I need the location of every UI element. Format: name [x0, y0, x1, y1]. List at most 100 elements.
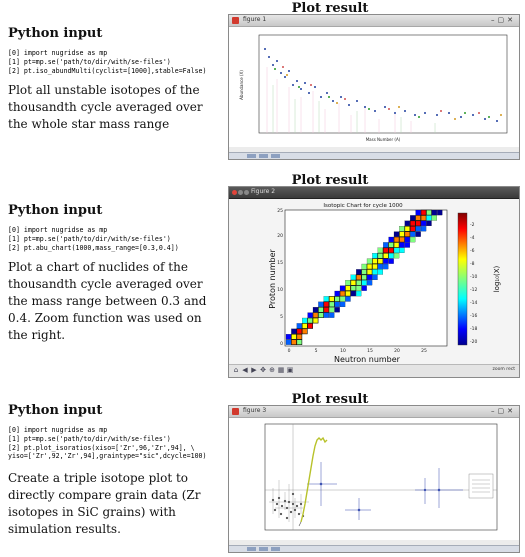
code-line: [0] import nugridse as mp: [8, 226, 108, 234]
nuclide-cell: [426, 220, 432, 226]
nuclide-cell: [431, 215, 438, 221]
python-input-heading: Python input: [8, 403, 103, 418]
x-axis-label: Mass Number (A): [366, 137, 401, 142]
taskbar: [229, 152, 519, 159]
taskbar: [229, 545, 519, 552]
taskbar-item[interactable]: [247, 547, 256, 551]
nuclide-cell: [393, 247, 400, 253]
app-icon: [232, 17, 239, 24]
nuclide-cell: [285, 339, 292, 345]
svg-text:25: 25: [421, 348, 427, 354]
grain-points-blue: [307, 462, 463, 520]
nuclide-cell: [329, 307, 335, 313]
nuclide-cells: [285, 209, 443, 346]
nuclide-cell: [377, 258, 384, 264]
nuclide-cell: [334, 290, 340, 297]
nuclide-cell: [420, 220, 427, 226]
plot-canvas: Abundance (X) Mass Number (A): [229, 27, 519, 147]
svg-text:-4: -4: [470, 235, 475, 241]
toolbar-status: zoom rect: [492, 367, 515, 372]
nuclide-cell: [339, 290, 346, 297]
plot-result-heading: Plot result: [291, 1, 369, 16]
y-axis-label: Abundance (X): [239, 70, 244, 100]
pan-icon[interactable]: ✥: [260, 366, 266, 374]
taskbar-item[interactable]: [271, 547, 280, 551]
abundance-plot: Abundance (X) Mass Number (A): [239, 34, 508, 142]
nuclide-cell: [399, 226, 405, 232]
nuclide-cell: [415, 215, 422, 221]
nuclide-cell: [318, 301, 324, 308]
code-block: [0] import nugridse as mp [1] pt=mp.se('p…: [8, 226, 218, 252]
nuclide-chart: Isotopic Chart for cycle 1000 0 5 10 15 …: [268, 203, 501, 364]
svg-text:20: 20: [394, 348, 400, 354]
nuclide-cell: [426, 215, 432, 221]
nuclide-cell: [302, 317, 308, 324]
nuclide-cell: [383, 258, 389, 264]
description-text: Create a triple isotope plot to directly…: [8, 471, 201, 537]
close-button[interactable]: [232, 190, 237, 195]
window-titlebar[interactable]: Figure 2: [229, 187, 519, 199]
nuclide-cell: [404, 225, 411, 232]
code-line: yiso=['Zr',92,'Zr',94],graintype="sic",d…: [8, 452, 207, 461]
forward-icon[interactable]: ▶: [251, 366, 257, 374]
svg-text:-16: -16: [470, 313, 477, 319]
plot-result-heading: Plot result: [291, 173, 369, 188]
nuclide-cell: [393, 231, 400, 237]
nuclide-cell: [361, 269, 368, 275]
nuclide-cell: [366, 263, 373, 270]
nuclide-cell: [329, 312, 335, 318]
nuclide-cell: [420, 209, 427, 216]
window-titlebar[interactable]: figure 1 –▢✕: [229, 15, 519, 27]
nuclide-cell: [382, 252, 389, 259]
taskbar-item[interactable]: [259, 154, 268, 158]
window-controls[interactable]: –▢✕: [491, 407, 516, 415]
maximize-button[interactable]: [244, 190, 249, 195]
nuclide-cell: [437, 209, 443, 216]
nuclide-cell: [318, 306, 324, 313]
svg-text:-10: -10: [470, 274, 477, 280]
figure-toolbar: ⌂ ◀ ▶ ✥ ⊕ ▦ ▣ zoom rect: [229, 364, 519, 377]
nuclide-cell: [323, 312, 330, 318]
back-icon[interactable]: ◀: [242, 366, 248, 374]
nuclide-cell: [296, 323, 303, 329]
nuclide-cell: [307, 323, 313, 329]
window-controls[interactable]: –▢✕: [491, 16, 516, 24]
nuclide-cell: [372, 274, 378, 281]
svg-text:10: 10: [340, 348, 346, 354]
nuclide-cell: [355, 279, 362, 286]
y-axis-label: Proton number: [268, 249, 277, 309]
nuclide-cell: [372, 258, 378, 264]
taskbar-item[interactable]: [247, 154, 256, 158]
taskbar-item[interactable]: [259, 547, 268, 551]
nuclide-cell: [366, 258, 373, 264]
nuclide-cell: [415, 226, 421, 232]
window-title: figure 3: [243, 407, 267, 414]
nuclide-cell: [420, 226, 427, 232]
svg-text:-18: -18: [470, 326, 477, 332]
svg-text:-20: -20: [470, 339, 477, 345]
nuclide-cell: [339, 301, 346, 308]
nuclide-cell: [296, 333, 303, 340]
minimize-button[interactable]: [238, 190, 243, 195]
window-titlebar[interactable]: figure 3 –▢✕: [229, 406, 519, 418]
section-abu-chart: Python input [0] import nugridse as mp [1…: [0, 173, 525, 378]
home-icon[interactable]: ⌂: [233, 366, 239, 374]
nuclide-cell: [426, 209, 432, 216]
zoom-icon[interactable]: ⊕: [269, 366, 275, 374]
code-line: [2] pt.abu_chart(1000,mass_range=[0.3,0.…: [8, 243, 179, 252]
nuclide-cell: [410, 215, 416, 221]
nuclide-cell: [377, 252, 384, 259]
nuclide-cell: [291, 328, 297, 335]
nuclide-cell: [399, 247, 405, 253]
code-line: [0] import nugridse as mp: [8, 426, 108, 434]
subplots-icon[interactable]: ▦: [277, 366, 285, 374]
nuclide-cell: [296, 339, 303, 346]
nuclide-cell: [399, 242, 405, 248]
nuclide-cell: [318, 312, 324, 318]
taskbar-item[interactable]: [271, 154, 280, 158]
chart-title: Isotopic Chart for cycle 1000: [323, 203, 403, 209]
save-icon[interactable]: ▣: [286, 366, 294, 374]
nuclide-cell: [285, 334, 292, 340]
plot-window-2: Figure 2 Isotopic Chart for cycle 1000 0…: [228, 186, 520, 378]
nuclide-cell: [372, 263, 378, 270]
